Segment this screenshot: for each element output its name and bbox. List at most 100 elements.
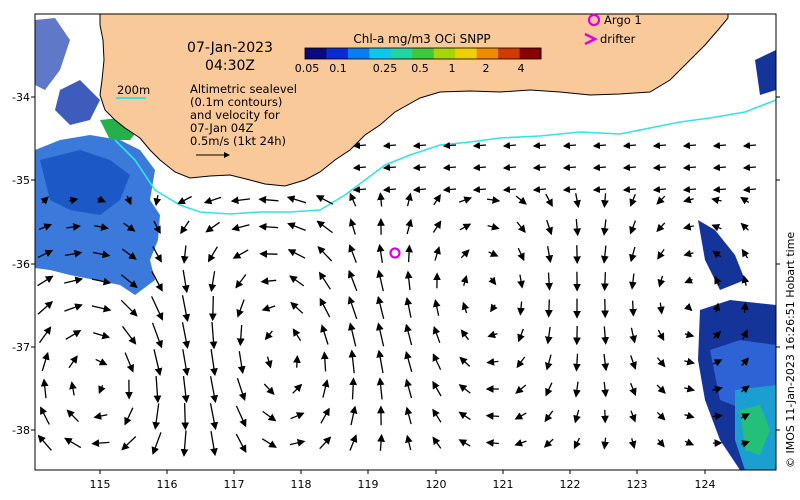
velocity-arrow	[601, 381, 609, 398]
velocity-arrow	[94, 223, 109, 231]
x-tick-label: 123	[627, 478, 648, 491]
velocity-arrow	[629, 220, 637, 235]
velocity-arrow	[628, 438, 637, 449]
velocity-arrow	[412, 141, 427, 150]
velocity-arrow	[151, 271, 163, 292]
velocity-arrow	[545, 272, 554, 291]
velocity-arrow	[740, 385, 750, 394]
velocity-arrow	[348, 322, 357, 347]
velocity-arrow	[230, 196, 251, 205]
velocity-arrow	[153, 220, 161, 235]
velocity-arrow	[742, 163, 757, 172]
velocity-arrow	[545, 299, 553, 318]
drifter-legend-label: drifter	[600, 32, 636, 46]
velocity-arrow	[347, 295, 358, 320]
velocity-arrow	[203, 196, 222, 205]
contour-legend: 200m	[116, 83, 150, 99]
velocity-arrow	[286, 195, 307, 204]
velocity-arrow	[684, 303, 693, 312]
velocity-arrow	[261, 438, 277, 448]
velocity-arrow	[656, 411, 666, 421]
velocity-arrow	[472, 163, 487, 172]
velocity-arrow	[382, 185, 397, 194]
velocity-arrow	[432, 325, 441, 344]
velocity-arrow	[181, 376, 190, 404]
velocity-arrow	[349, 405, 358, 426]
velocity-arrow	[485, 439, 499, 447]
velocity-arrow	[657, 248, 665, 260]
velocity-arrow	[181, 269, 190, 294]
velocity-arrow	[573, 219, 582, 237]
velocity-arrow	[515, 384, 527, 394]
velocity-arrow	[287, 249, 306, 259]
colorbar-tick: 2	[483, 62, 490, 75]
velocity-arrow	[65, 330, 82, 340]
velocity-arrow	[120, 299, 138, 317]
velocity-arrow	[712, 412, 723, 421]
velocity-arrow	[316, 220, 333, 234]
x-tick-label: 122	[560, 478, 581, 491]
velocity-arrow	[347, 269, 358, 292]
velocity-arrow	[263, 383, 275, 395]
velocity-arrow	[656, 222, 666, 233]
velocity-arrow	[207, 246, 218, 263]
velocity-arrow	[64, 249, 83, 258]
velocity-arrow	[740, 357, 750, 367]
velocity-arrow	[684, 330, 695, 339]
velocity-arrow	[293, 355, 301, 368]
y-tick-label: -38	[12, 424, 30, 437]
argo-float-marker[interactable]	[389, 247, 401, 259]
velocity-arrow	[37, 300, 54, 315]
velocity-arrow	[405, 434, 413, 451]
x-tick-label: 120	[426, 478, 447, 491]
velocity-arrow	[544, 326, 553, 345]
credit-text: © IMOS 11-Jan-2023 16:26:51 Hobart time	[784, 232, 797, 468]
annotation-line: 0.5m/s (1kt 24h)	[190, 134, 286, 148]
velocity-arrow	[152, 246, 162, 263]
velocity-arrow	[712, 359, 723, 367]
velocity-arrow	[181, 295, 191, 323]
contour-200m	[114, 99, 776, 215]
velocity-arrow	[349, 377, 358, 400]
velocity-arrow	[433, 246, 441, 261]
velocity-arrow	[682, 163, 697, 172]
colorbar-segment	[498, 48, 521, 59]
velocity-arrow	[601, 437, 610, 450]
velocity-arrow	[545, 382, 553, 397]
velocity-arrow	[349, 434, 358, 451]
velocity-arrow	[181, 322, 191, 349]
velocity-arrow	[622, 141, 637, 150]
velocity-arrow	[404, 350, 413, 372]
x-tick-label: 118	[291, 478, 312, 491]
velocity-arrow	[91, 304, 112, 313]
velocity-arrow	[95, 358, 108, 366]
colorbar-tick: 0.25	[373, 62, 398, 75]
velocity-arrow	[517, 247, 525, 262]
velocity-arrow	[712, 385, 723, 394]
velocity-arrow	[656, 384, 666, 394]
velocity-arrow	[64, 303, 83, 312]
velocity-arrow	[622, 185, 637, 194]
velocity-arrow	[592, 185, 607, 194]
velocity-arrow	[487, 330, 498, 339]
velocity-arrow	[40, 196, 49, 205]
velocity-arrow	[262, 410, 277, 422]
velocity-arrow	[601, 193, 609, 208]
velocity-arrow	[656, 439, 665, 448]
velocity-arrow	[517, 328, 525, 343]
velocity-arrow	[153, 194, 162, 207]
velocity-arrow	[120, 274, 138, 289]
velocity-arrow	[485, 412, 500, 420]
velocity-arrow	[622, 163, 637, 172]
velocity-arrow	[460, 249, 470, 259]
velocity-arrow	[629, 194, 637, 207]
velocity-arrow	[502, 185, 517, 194]
velocity-arrow	[514, 439, 527, 447]
colorbar-title: Chl-a mg/m3 OCi SNPP	[353, 32, 490, 46]
velocity-arrow	[592, 163, 607, 172]
velocity-arrow	[545, 245, 554, 264]
velocity-arrow	[382, 141, 397, 150]
velocity-arrow	[292, 328, 302, 342]
velocity-arrow	[544, 354, 553, 371]
velocity-arrow	[714, 276, 722, 286]
